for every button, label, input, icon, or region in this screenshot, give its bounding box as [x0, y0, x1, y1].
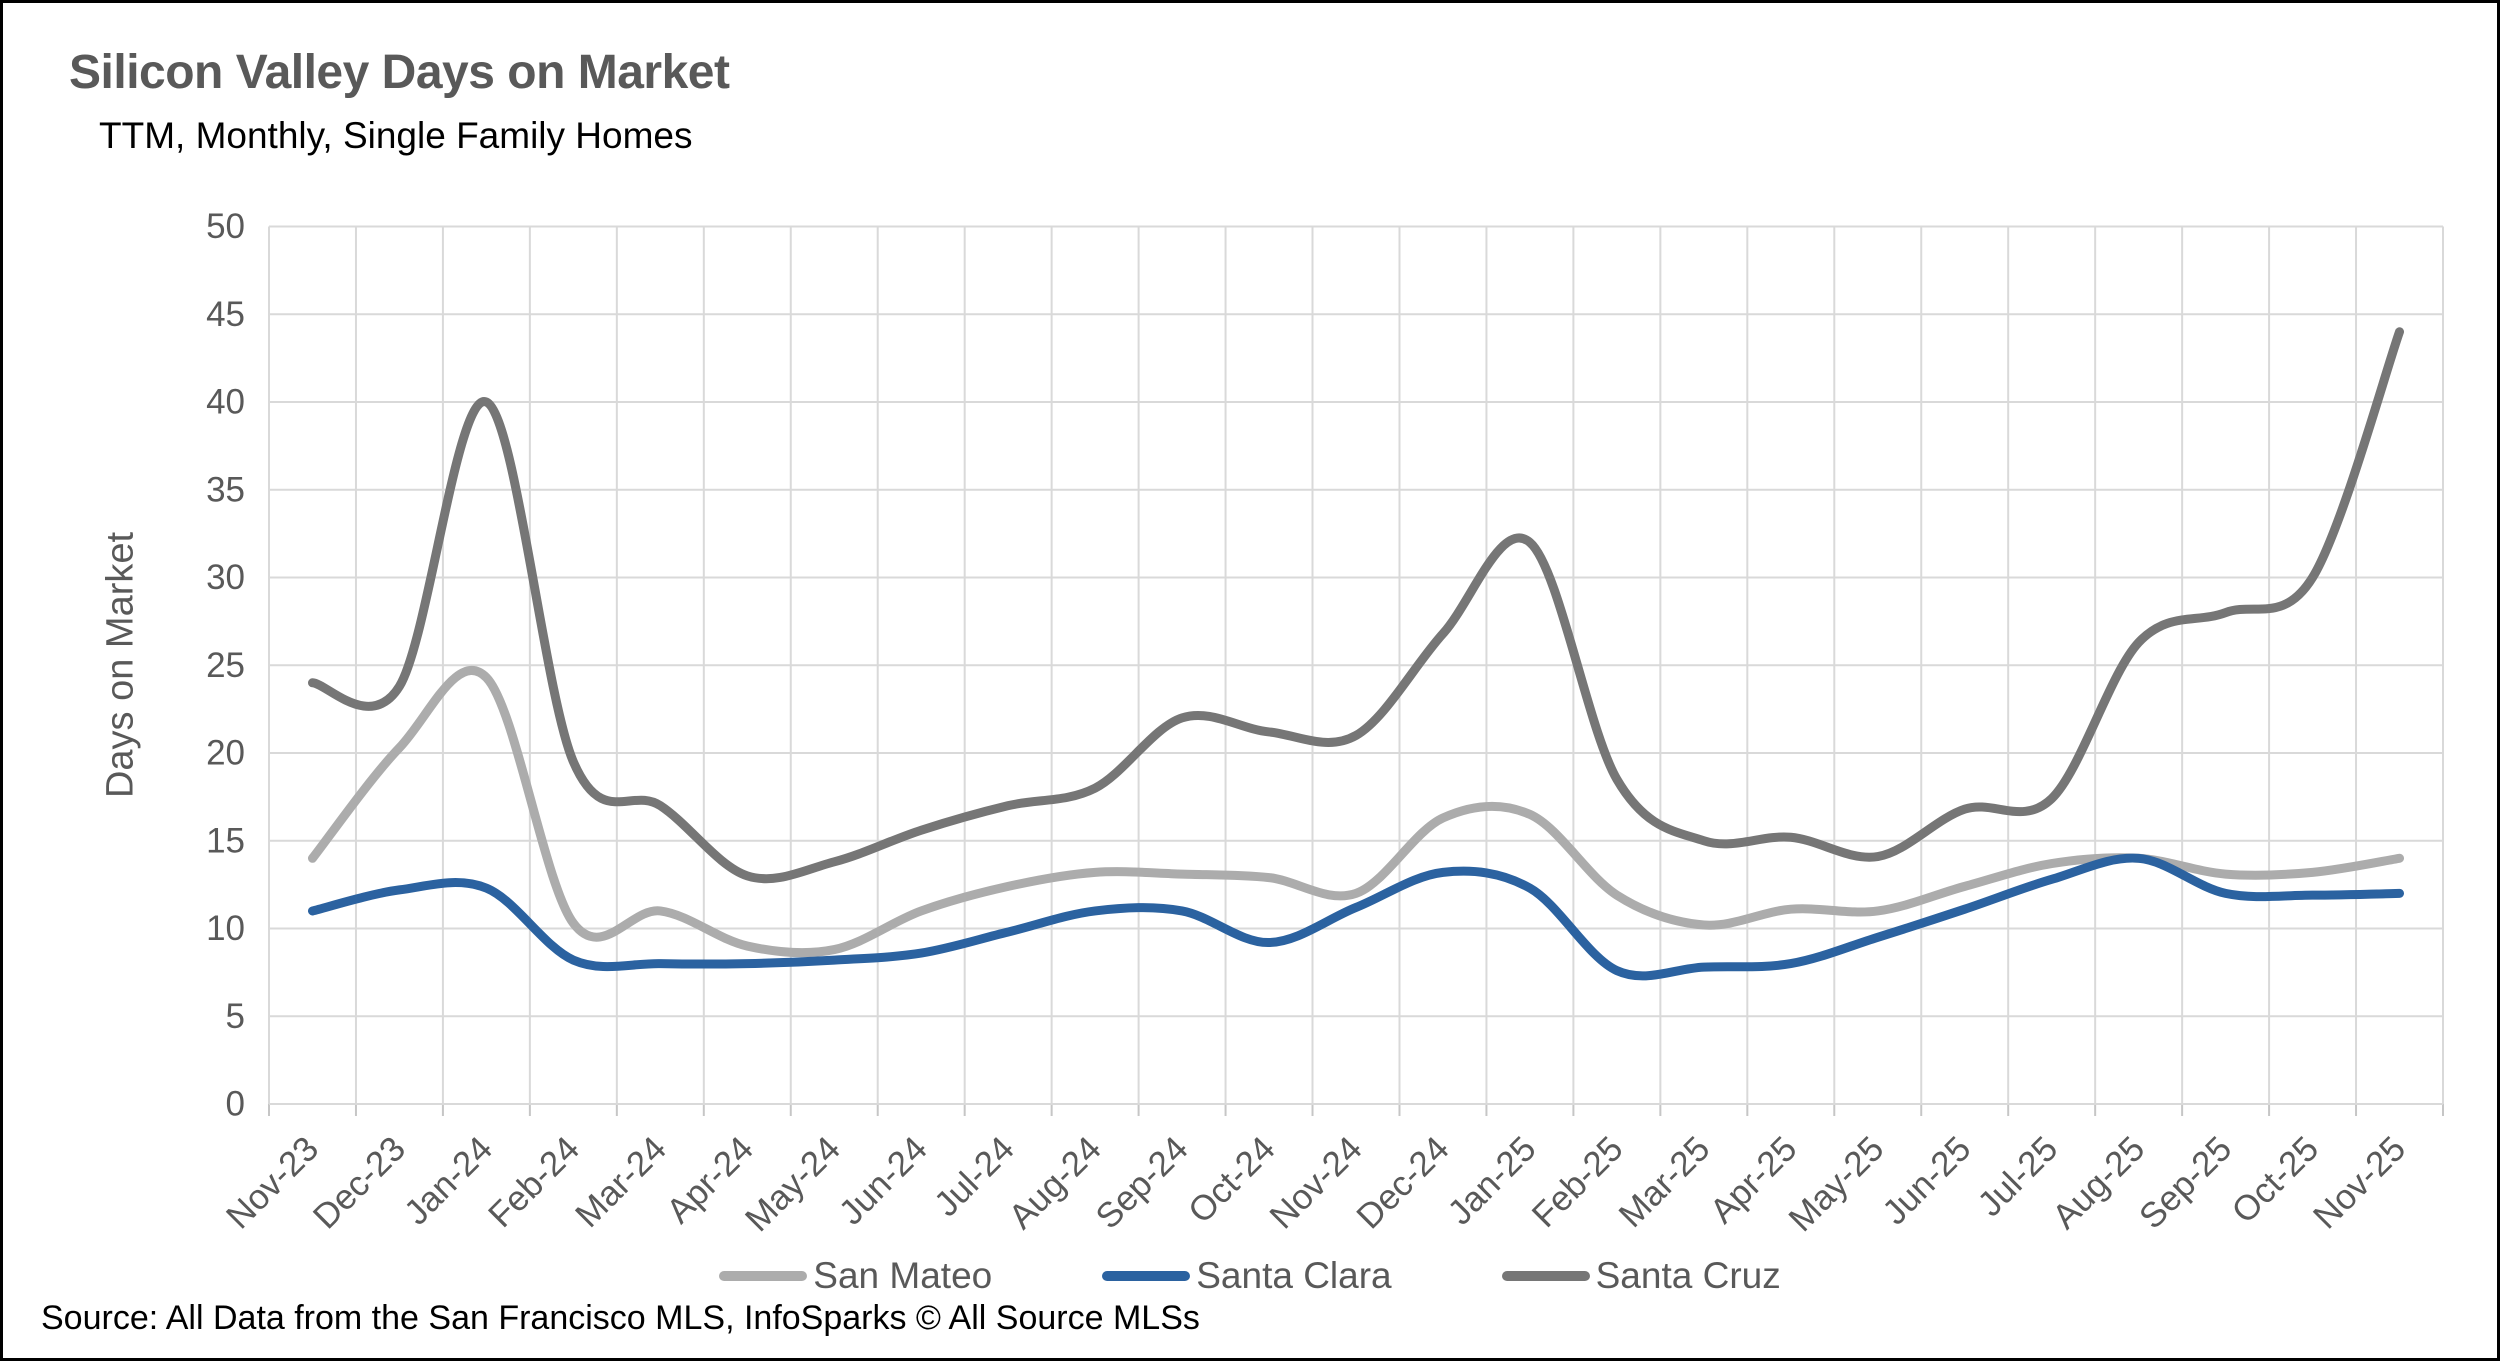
san-mateo-line-swatch-icon [719, 1271, 808, 1281]
series-line-san-mateo [307, 666, 2405, 958]
x-axis-tick-label: Nov-23 [219, 1129, 326, 1236]
x-axis-tick-label: Sep-24 [1088, 1129, 1195, 1236]
legend-label-santa-cruz: Santa Cruz [1595, 1255, 1781, 1296]
y-axis-tick-label: 30 [206, 558, 245, 597]
x-axis-tick-label: May-24 [738, 1129, 848, 1239]
legend-item-santa-clara: Santa Clara [1102, 1255, 1392, 1297]
y-axis-tick-label: 0 [226, 1085, 245, 1124]
x-axis-tick-label: Nov-25 [2306, 1129, 2413, 1236]
chart-title: Silicon Valley Days on Market [69, 46, 730, 99]
x-axis-tick-label: Dec-24 [1349, 1129, 1456, 1236]
y-axis-tick-label: 20 [206, 734, 245, 773]
chart-legend: San Mateo Santa Clara Santa Cruz [3, 1255, 2497, 1297]
chart-subtitle: TTM, Monthly, Single Family Homes [99, 115, 693, 156]
x-axis-tick-label: May-25 [1781, 1129, 1891, 1239]
x-axis-tick-label: Jun-25 [1875, 1129, 1978, 1232]
y-axis-tick-label: 35 [206, 470, 245, 509]
x-axis-tick-label: Mar-24 [568, 1129, 674, 1235]
legend-item-san-mateo: San Mateo [719, 1255, 992, 1297]
x-axis-tick-label: Jan-24 [397, 1129, 500, 1232]
x-axis-tick-label: Mar-25 [1612, 1129, 1718, 1235]
series-line-santa-cruz [307, 327, 2405, 884]
x-axis-tick-label: Feb-25 [1525, 1129, 1631, 1235]
x-axis-tick-label: Aug-25 [2045, 1129, 2152, 1236]
x-axis-tick-label: Jan-25 [1440, 1129, 1543, 1232]
y-axis-tick-label: 15 [206, 821, 245, 860]
y-axis-tick-label: 10 [206, 909, 245, 948]
x-axis-tick-label: Aug-24 [1001, 1129, 1108, 1236]
y-axis-tick-label: 45 [206, 295, 245, 334]
legend-item-santa-cruz: Santa Cruz [1501, 1255, 1781, 1297]
legend-label-santa-clara: Santa Clara [1196, 1255, 1392, 1296]
x-axis-tick-label: Oct-25 [2224, 1129, 2326, 1231]
y-axis-tick-label: 25 [206, 646, 245, 685]
x-axis-tick-label: Nov-24 [1262, 1129, 1369, 1236]
y-axis-tick-label: 50 [206, 207, 245, 246]
x-axis-tick-label: Feb-24 [481, 1129, 587, 1235]
santa-cruz-line-swatch-icon [1501, 1271, 1590, 1281]
x-axis-tick-label: Dec-23 [306, 1129, 413, 1236]
source-attribution: Source: All Data from the San Francisco … [41, 1299, 1200, 1337]
series-line-santa-clara [307, 853, 2405, 981]
legend-label-san-mateo: San Mateo [813, 1255, 993, 1296]
line-chart-plot: 05101520253035404550Nov-23Dec-23Jan-24Fe… [206, 207, 2444, 1239]
x-axis-tick-label: Oct-24 [1181, 1129, 1283, 1231]
x-axis-tick-label: Sep-25 [2132, 1129, 2239, 1236]
y-axis-tick-label: 5 [226, 997, 245, 1036]
y-axis-tick-label: 40 [206, 383, 245, 422]
x-axis-tick-label: Jun-24 [832, 1129, 935, 1232]
santa-clara-line-swatch-icon [1102, 1271, 1191, 1281]
